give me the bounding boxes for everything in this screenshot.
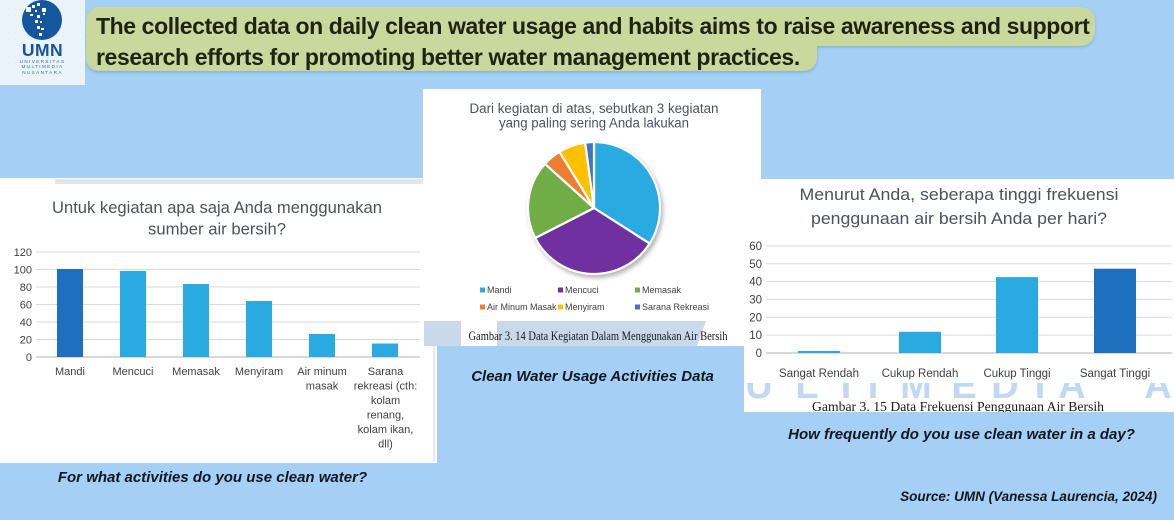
svg-text:40: 40 bbox=[20, 317, 32, 329]
svg-text:30: 30 bbox=[749, 294, 762, 306]
svg-text:Mandi: Mandi bbox=[487, 285, 512, 295]
svg-text:kolam ikan,: kolam ikan, bbox=[358, 424, 414, 436]
svg-text:masak: masak bbox=[306, 381, 339, 393]
svg-text:Mencuci: Mencuci bbox=[565, 285, 599, 295]
svg-text:Gambar 3. 15 Data Frekuensi Pe: Gambar 3. 15 Data Frekuensi Penggunaan A… bbox=[812, 399, 1104, 412]
svg-text:Sarana: Sarana bbox=[368, 366, 404, 378]
svg-text:0: 0 bbox=[756, 348, 762, 360]
svg-text:renang,: renang, bbox=[367, 410, 404, 422]
svg-text:50: 50 bbox=[749, 259, 762, 271]
svg-text:60: 60 bbox=[20, 300, 32, 312]
svg-text:A: A bbox=[1058, 365, 1085, 407]
svg-text:Cukup Rendah: Cukup Rendah bbox=[882, 368, 959, 380]
svg-text:yang paling sering Anda lakuka: yang paling sering Anda lakukan bbox=[499, 116, 689, 131]
svg-text:20: 20 bbox=[749, 312, 762, 324]
svg-text:10: 10 bbox=[749, 330, 762, 342]
svg-text:Mencuci: Mencuci bbox=[113, 366, 154, 378]
svg-text:Air Minum Masak: Air Minum Masak bbox=[487, 302, 557, 312]
svg-text:60: 60 bbox=[749, 241, 762, 253]
svg-text:40: 40 bbox=[749, 277, 762, 289]
svg-text:I: I bbox=[1035, 365, 1046, 407]
svg-text:Cukup Tinggi: Cukup Tinggi bbox=[983, 368, 1050, 380]
svg-text:80: 80 bbox=[20, 282, 32, 294]
svg-text:M: M bbox=[900, 365, 932, 407]
svg-text:L: L bbox=[795, 365, 818, 407]
svg-text:Menurut Anda, seberapa tinggi: Menurut Anda, seberapa tinggi frekuensi bbox=[800, 186, 1119, 204]
svg-text:Gambar 3. 14 Data Kegiatan Dal: Gambar 3. 14 Data Kegiatan Dalam Menggun… bbox=[469, 328, 728, 343]
svg-text:penggunaan air bersih Anda per: penggunaan air bersih Anda per hari? bbox=[811, 210, 1107, 228]
svg-text:A: A bbox=[1144, 365, 1171, 407]
svg-text:20: 20 bbox=[20, 335, 32, 347]
svg-text:kolam: kolam bbox=[371, 395, 400, 407]
svg-text:Menyiram: Menyiram bbox=[235, 366, 283, 378]
svg-text:Untuk kegiatan apa saja Anda m: Untuk kegiatan apa saja Anda menggunakan bbox=[52, 199, 382, 217]
svg-text:Sangat Rendah: Sangat Rendah bbox=[779, 368, 859, 380]
svg-text:0: 0 bbox=[26, 352, 32, 364]
svg-text:rekreasi (cth:: rekreasi (cth: bbox=[354, 381, 418, 393]
svg-text:Memasak: Memasak bbox=[172, 366, 220, 378]
svg-text:D: D bbox=[991, 365, 1018, 407]
svg-text:T: T bbox=[834, 365, 857, 407]
svg-text:Mandi: Mandi bbox=[55, 366, 85, 378]
svg-text:Sangat Tinggi: Sangat Tinggi bbox=[1080, 368, 1150, 380]
svg-text:Dari kegiatan di atas, sebutka: Dari kegiatan di atas, sebutkan 3 kegiat… bbox=[470, 101, 719, 116]
svg-text:Air minum: Air minum bbox=[297, 366, 347, 378]
svg-text:sumber air bersih?: sumber air bersih? bbox=[148, 221, 286, 239]
svg-text:Menyiram: Menyiram bbox=[565, 302, 605, 312]
svg-text:Memasak: Memasak bbox=[642, 285, 682, 295]
svg-text:120: 120 bbox=[14, 247, 32, 259]
svg-text:Sarana Rekreasi: Sarana Rekreasi bbox=[642, 302, 709, 312]
svg-text:E: E bbox=[951, 365, 976, 407]
svg-text:I: I bbox=[868, 365, 879, 407]
svg-text:U: U bbox=[745, 365, 772, 407]
svg-text:dll): dll) bbox=[378, 439, 393, 451]
svg-text:100: 100 bbox=[14, 265, 32, 277]
